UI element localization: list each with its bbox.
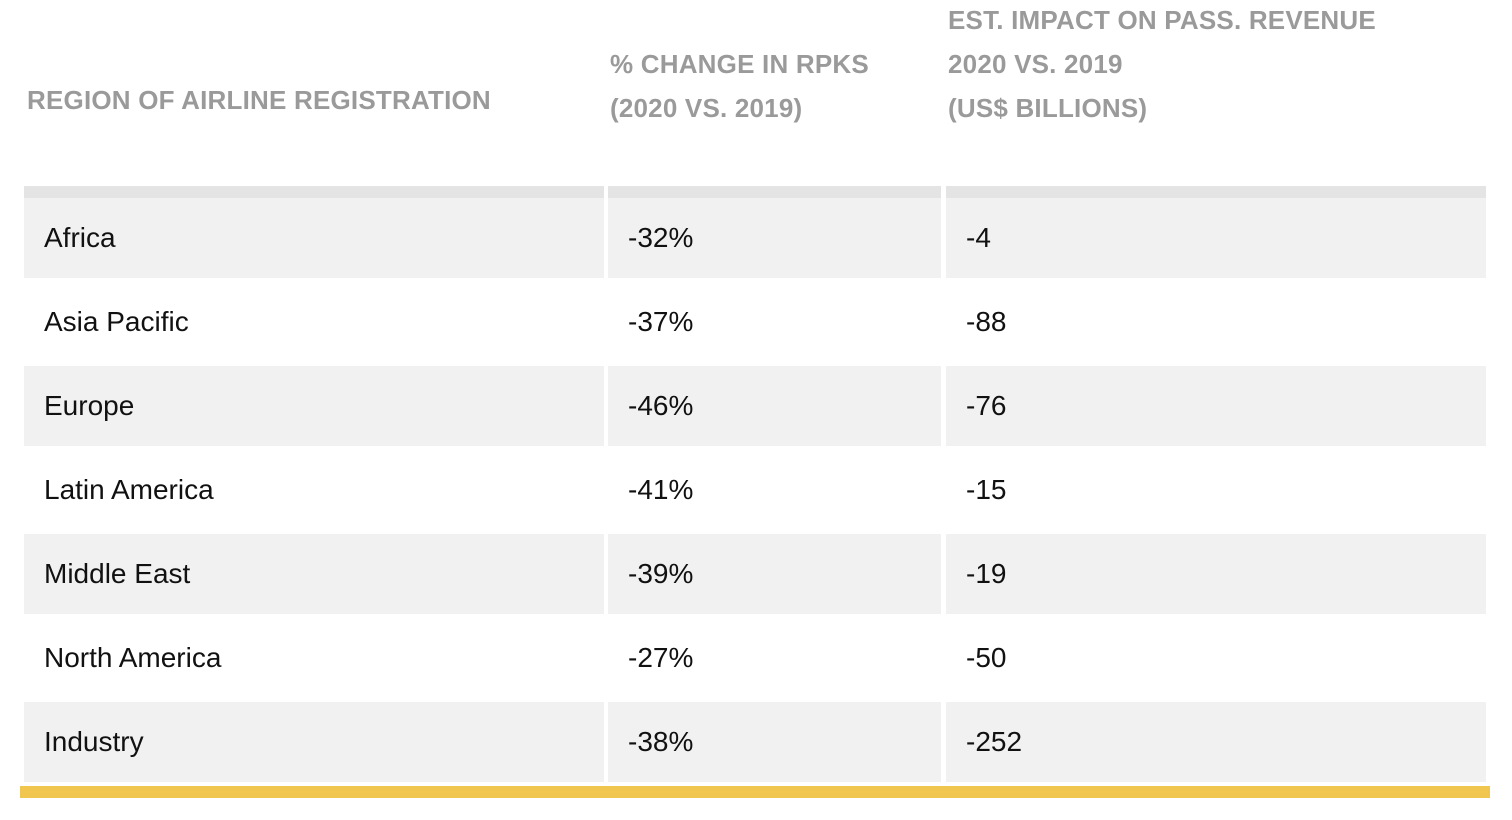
region-cell: Industry: [24, 702, 604, 782]
rpk-change-cell: -32%: [608, 198, 941, 278]
header-divider: [946, 186, 1486, 198]
rpk-change-cell: -38%: [608, 702, 941, 782]
revenue-impact-cell: -76: [946, 366, 1486, 446]
header-revenue-impact: EST. IMPACT ON PASS. REVENUE 2020 VS. 20…: [948, 0, 1376, 130]
revenue-impact-cell: -50: [966, 642, 1007, 673]
header-line: REGION OF AIRLINE REGISTRATION: [27, 85, 491, 115]
region-cell: North America: [44, 642, 222, 673]
header-region: REGION OF AIRLINE REGISTRATION: [27, 78, 491, 122]
table-body: Africa -32% -4 Asia Pacific -37% -88 Eur…: [0, 198, 1512, 786]
revenue-impact-cell: -252: [946, 702, 1486, 782]
header-divider: [608, 186, 941, 198]
revenue-impact-cell: -88: [966, 306, 1007, 337]
table-row: Industry -38% -252: [0, 702, 1512, 786]
rpk-change-cell: -37%: [628, 306, 694, 337]
header-divider: [24, 186, 604, 198]
table-header: REGION OF AIRLINE REGISTRATION % CHANGE …: [0, 0, 1512, 186]
accent-rule: [20, 786, 1490, 798]
rpk-change-cell: -39%: [608, 534, 941, 614]
region-cell: Europe: [24, 366, 604, 446]
rpk-change-cell: -27%: [628, 642, 694, 673]
rpk-change-cell: -41%: [628, 474, 694, 505]
header-line: EST. IMPACT ON PASS. REVENUE: [948, 5, 1376, 35]
header-line: 2020 VS. 2019: [948, 49, 1123, 79]
revenue-impact-cell: -15: [966, 474, 1007, 505]
table-row: Middle East -39% -19: [0, 534, 1512, 618]
revenue-impact-cell: -4: [946, 198, 1486, 278]
table-row: North America -27% -50: [0, 618, 1512, 702]
region-cell: Africa: [24, 198, 604, 278]
table-row: Latin America -41% -15: [0, 450, 1512, 534]
header-line: (US$ BILLIONS): [948, 93, 1148, 123]
revenue-impact-cell: -19: [946, 534, 1486, 614]
region-cell: Asia Pacific: [44, 306, 189, 337]
rpk-change-cell: -46%: [608, 366, 941, 446]
table-row: Africa -32% -4: [0, 198, 1512, 282]
header-rpk-change: % CHANGE IN RPKS (2020 VS. 2019): [610, 42, 869, 130]
region-cell: Middle East: [24, 534, 604, 614]
table-row: Asia Pacific -37% -88: [0, 282, 1512, 366]
header-line: (2020 VS. 2019): [610, 93, 803, 123]
region-cell: Latin America: [44, 474, 214, 505]
header-line: % CHANGE IN RPKS: [610, 49, 869, 79]
table-row: Europe -46% -76: [0, 366, 1512, 450]
